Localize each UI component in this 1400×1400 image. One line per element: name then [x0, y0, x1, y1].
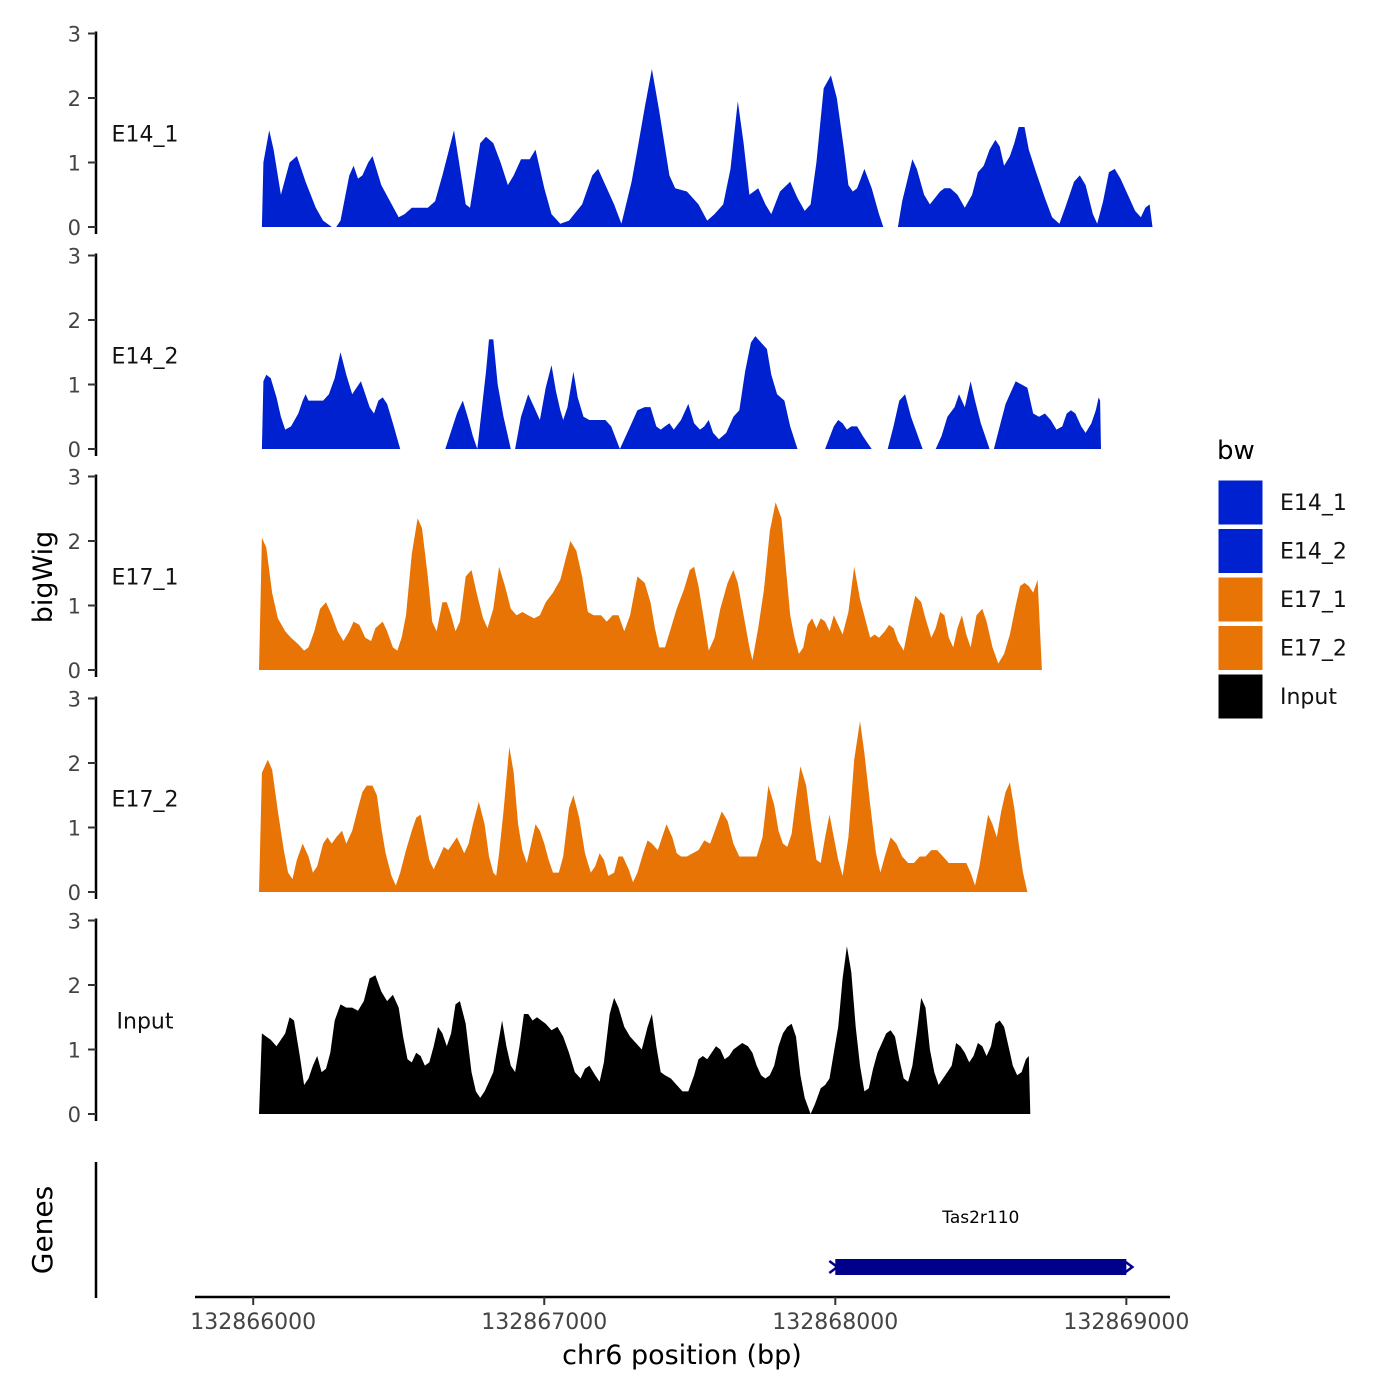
coverage-area: [259, 721, 1028, 892]
y-tick-label: 0: [68, 659, 81, 683]
legend-item-input: Input: [1217, 673, 1337, 720]
y-tick-label: 2: [68, 752, 81, 776]
y-axis-title: bigWig: [28, 531, 59, 624]
y-tick-label: 0: [68, 216, 81, 240]
y-tick-label: 2: [68, 530, 81, 554]
legend-label: E17_1: [1280, 588, 1347, 613]
track-name-label: E17_1: [112, 565, 179, 590]
gene-label: Tas2r110: [941, 1208, 1019, 1228]
y-tick-label: 0: [68, 881, 81, 905]
y-tick-label: 3: [68, 23, 81, 47]
y-tick-label: 1: [68, 1039, 81, 1063]
track-e17-1: 0 1 2 3 E17_1: [68, 466, 1042, 683]
track-name-label: E17_2: [112, 787, 179, 812]
legend-label: Input: [1280, 685, 1337, 710]
y-tick-label: 3: [68, 688, 81, 712]
legend: bw E14_1 E14_2 E17_1 E17_2 Input: [1217, 436, 1347, 720]
x-tick-label: 132868000: [772, 1310, 898, 1335]
gene-tas2r110: Tas2r110: [828, 1208, 1135, 1275]
legend-swatch: [1217, 576, 1264, 623]
legend-label: E14_1: [1280, 491, 1347, 516]
y-tick-label: 1: [68, 817, 81, 841]
legend-item-e14-2: E14_2: [1217, 528, 1347, 574]
coverage-area: [261, 336, 1101, 449]
coverage-area: [259, 946, 1031, 1114]
genes-panel: Genes Tas2r110: [26, 1162, 1135, 1298]
gene-end-marker: [1123, 1260, 1135, 1274]
legend-label: E14_2: [1280, 540, 1347, 565]
y-tick-label: 1: [68, 374, 81, 398]
y-tick-label: 3: [68, 466, 81, 490]
y-tick-label: 0: [68, 1103, 81, 1127]
y-tick-label: 2: [68, 87, 81, 111]
track-e14-1: 0 1 2 3 E14_1: [68, 23, 1153, 240]
gene-start-marker: [828, 1260, 840, 1274]
y-tick-label: 1: [68, 152, 81, 176]
track-e14-2: 0 1 2 3 E14_2: [68, 245, 1101, 462]
legend-title: bw: [1217, 436, 1255, 466]
legend-swatch: [1217, 479, 1264, 526]
legend-item-e14-1: E14_1: [1217, 479, 1347, 526]
x-axis-title: chr6 position (bp): [562, 1340, 802, 1371]
legend-swatch: [1217, 625, 1264, 671]
legend-item-e17-2: E17_2: [1217, 625, 1347, 671]
legend-swatch: [1217, 528, 1264, 574]
coverage-area: [259, 502, 1042, 670]
genes-track-label: Genes: [26, 1186, 59, 1274]
track-input: 0 1 2 3 Input: [68, 910, 1031, 1127]
track-e17-2: 0 1 2 3 E17_2: [68, 688, 1028, 905]
y-tick-label: 2: [68, 974, 81, 998]
y-tick-label: 2: [68, 309, 81, 333]
y-tick-label: 1: [68, 595, 81, 619]
y-tick-label: 3: [68, 245, 81, 269]
y-tick-label: 3: [68, 910, 81, 934]
x-tick-label: 132869000: [1063, 1310, 1189, 1335]
track-name-label: Input: [117, 1009, 174, 1034]
x-axis: chr6 position (bp) 132866000 132867000 132…: [190, 1295, 1189, 1371]
legend-swatch: [1217, 673, 1264, 720]
track-name-label: E14_2: [112, 344, 179, 369]
y-tick-label: 0: [68, 438, 81, 462]
gene-body: [835, 1259, 1127, 1275]
track-panels: 0 1 2 3 E14_1 0 1 2 3 E14_2 0 1 2 3 E17_1 0 1 2 3 E17_2 0 1 2 3…: [68, 23, 1153, 1127]
legend-label: E17_2: [1280, 637, 1347, 662]
x-tick-label: 132866000: [190, 1310, 316, 1335]
coverage-area: [261, 69, 1153, 227]
x-tick-label: 132867000: [481, 1310, 607, 1335]
legend-item-e17-1: E17_1: [1217, 576, 1347, 623]
track-name-label: E14_1: [112, 122, 179, 147]
